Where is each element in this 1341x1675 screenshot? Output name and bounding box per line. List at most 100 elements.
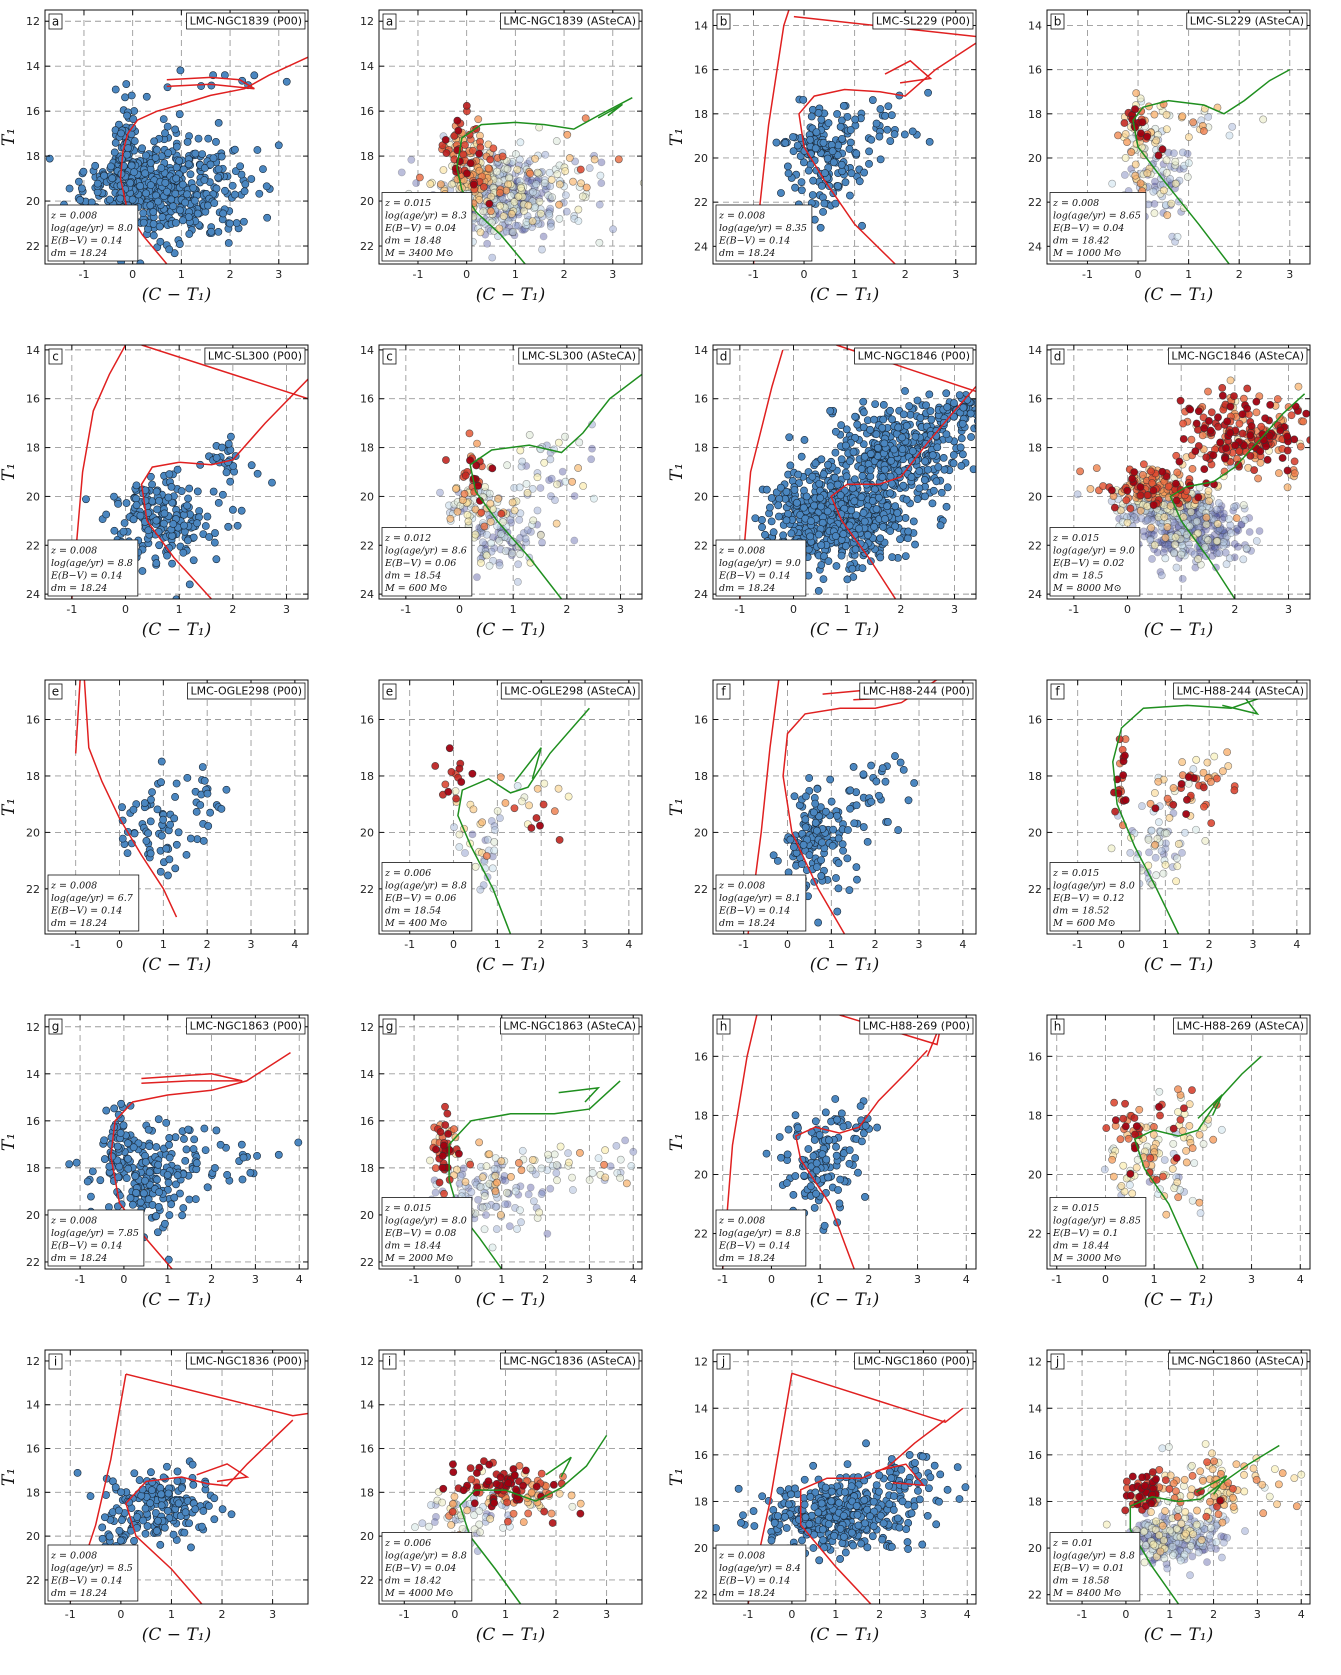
data-point (139, 218, 148, 227)
data-point (123, 849, 132, 857)
data-point (168, 531, 177, 540)
data-point (1173, 232, 1182, 241)
data-point (513, 165, 522, 174)
y-axis-label: T₁ (0, 463, 19, 481)
data-point (515, 483, 524, 492)
data-point (894, 826, 903, 834)
data-point (253, 1151, 261, 1160)
data-point (485, 561, 494, 570)
data-point (186, 170, 195, 179)
data-point (833, 811, 841, 820)
data-point (888, 553, 897, 562)
data-point (514, 221, 522, 230)
fit-parameter: dm = 18.24 (51, 248, 107, 259)
data-point (1108, 179, 1117, 188)
y-tick-label: 22 (26, 539, 40, 552)
y-tick-label: 22 (1028, 196, 1042, 209)
x-axis-label: (C − T₁) (1144, 285, 1213, 305)
data-point (916, 413, 925, 422)
x-tick-label: -1 (404, 938, 415, 951)
data-point (1205, 497, 1213, 505)
data-point (1174, 197, 1183, 206)
data-point (547, 222, 555, 231)
data-point (868, 96, 877, 104)
data-point (1177, 550, 1186, 559)
data-point (547, 474, 556, 483)
data-point (934, 463, 943, 471)
x-tick-label: 0 (450, 938, 457, 951)
data-point (161, 178, 170, 187)
data-point (1218, 384, 1227, 392)
panel-letter-box (48, 683, 63, 700)
data-point (1219, 526, 1227, 535)
x-tick-label: 1 (851, 268, 858, 281)
data-point (1299, 417, 1308, 426)
data-point (476, 885, 485, 894)
data-point (1121, 796, 1130, 804)
data-point (191, 1195, 200, 1204)
data-point (1122, 496, 1131, 505)
fit-parameter: E(B−V) = 0.12 (1052, 893, 1124, 904)
data-point (204, 134, 213, 143)
data-point (1150, 789, 1159, 797)
data-point (1152, 871, 1161, 880)
y-tick-label: 18 (1028, 770, 1042, 783)
data-point (431, 762, 440, 770)
data-point (116, 1129, 125, 1137)
data-point (818, 838, 826, 847)
x-tick-label: 3 (275, 268, 282, 281)
data-point (479, 881, 488, 890)
data-point (119, 1121, 128, 1130)
data-point (1216, 505, 1225, 514)
plot-frame (44, 344, 309, 600)
data-point (114, 499, 123, 508)
data-point (463, 511, 472, 519)
data-point (1273, 395, 1282, 403)
y-tick-label: 24 (694, 240, 708, 253)
data-point (574, 464, 583, 472)
data-point (844, 826, 852, 834)
data-point (468, 830, 477, 839)
data-point (876, 534, 885, 543)
data-point (480, 522, 489, 531)
data-point (772, 138, 781, 147)
data-point (1132, 89, 1141, 98)
data-point (1121, 751, 1129, 760)
data-point (957, 434, 966, 443)
data-point (789, 133, 797, 141)
fit-parameters-box (47, 874, 140, 932)
data-point (482, 551, 491, 560)
isochrone (1132, 68, 1291, 264)
data-point (582, 183, 591, 192)
data-point (130, 168, 138, 177)
x-tick-label: 0 (116, 938, 123, 951)
data-point (229, 462, 238, 470)
data-point (804, 545, 813, 554)
data-point (183, 773, 192, 782)
data-point (1161, 533, 1170, 542)
data-point (902, 421, 911, 430)
data-point (1230, 503, 1239, 511)
y-tick-label: 22 (26, 240, 40, 253)
data-point (865, 159, 873, 168)
y-tick-label: 20 (360, 490, 374, 503)
fit-parameter: dm = 18.48 (385, 236, 441, 247)
data-point (441, 780, 450, 789)
data-point (185, 230, 194, 238)
data-point (920, 476, 929, 484)
data-point (164, 871, 172, 880)
data-point (120, 519, 129, 527)
panel-title-box (859, 682, 974, 700)
data-point (554, 784, 563, 793)
data-point (164, 1255, 173, 1264)
data-point (149, 208, 158, 216)
data-point (217, 804, 226, 813)
y-tick-label: 16 (694, 393, 708, 406)
y-tick-label: 18 (26, 150, 40, 163)
data-point (1214, 422, 1223, 431)
data-point (1143, 132, 1151, 141)
